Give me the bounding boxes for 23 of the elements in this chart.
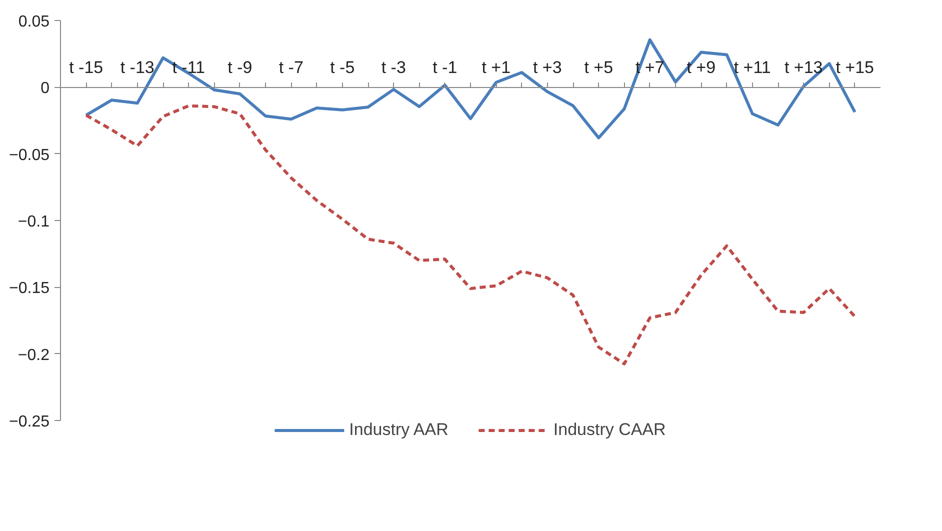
y-tick-label: −0.25 — [9, 414, 50, 430]
x-tick-label: t +15 — [836, 58, 874, 78]
x-tick-label: t +5 — [584, 58, 614, 78]
y-tick-label: −0.15 — [9, 280, 50, 298]
y-tick-label: −0.1 — [18, 214, 50, 230]
x-tick-label: t -5 — [330, 58, 355, 78]
x-tick-label: t -15 — [69, 58, 104, 78]
x-tick-label: t -7 — [278, 58, 304, 78]
legend-label: Industry AAR — [349, 420, 448, 440]
y-tick-label: 0.05 — [18, 14, 50, 30]
x-tick-label: t +11 — [734, 58, 771, 78]
y-tick-label: 0 — [40, 80, 50, 98]
x-tick-label: t -13 — [120, 58, 154, 78]
x-tick-label: t -9 — [228, 58, 252, 78]
x-tick-label: t -3 — [381, 58, 406, 78]
y-tick-label: −0.2 — [18, 346, 50, 364]
x-tick-label: t +13 — [784, 58, 823, 78]
legend-label: Industry CAAR — [553, 420, 666, 440]
x-tick-label: t +1 — [482, 58, 511, 78]
x-tick-label: t -1 — [432, 58, 458, 78]
line-series — [84, 104, 856, 366]
x-tick-label: t +3 — [532, 58, 562, 78]
y-tick-label: −0.05 — [9, 146, 50, 164]
